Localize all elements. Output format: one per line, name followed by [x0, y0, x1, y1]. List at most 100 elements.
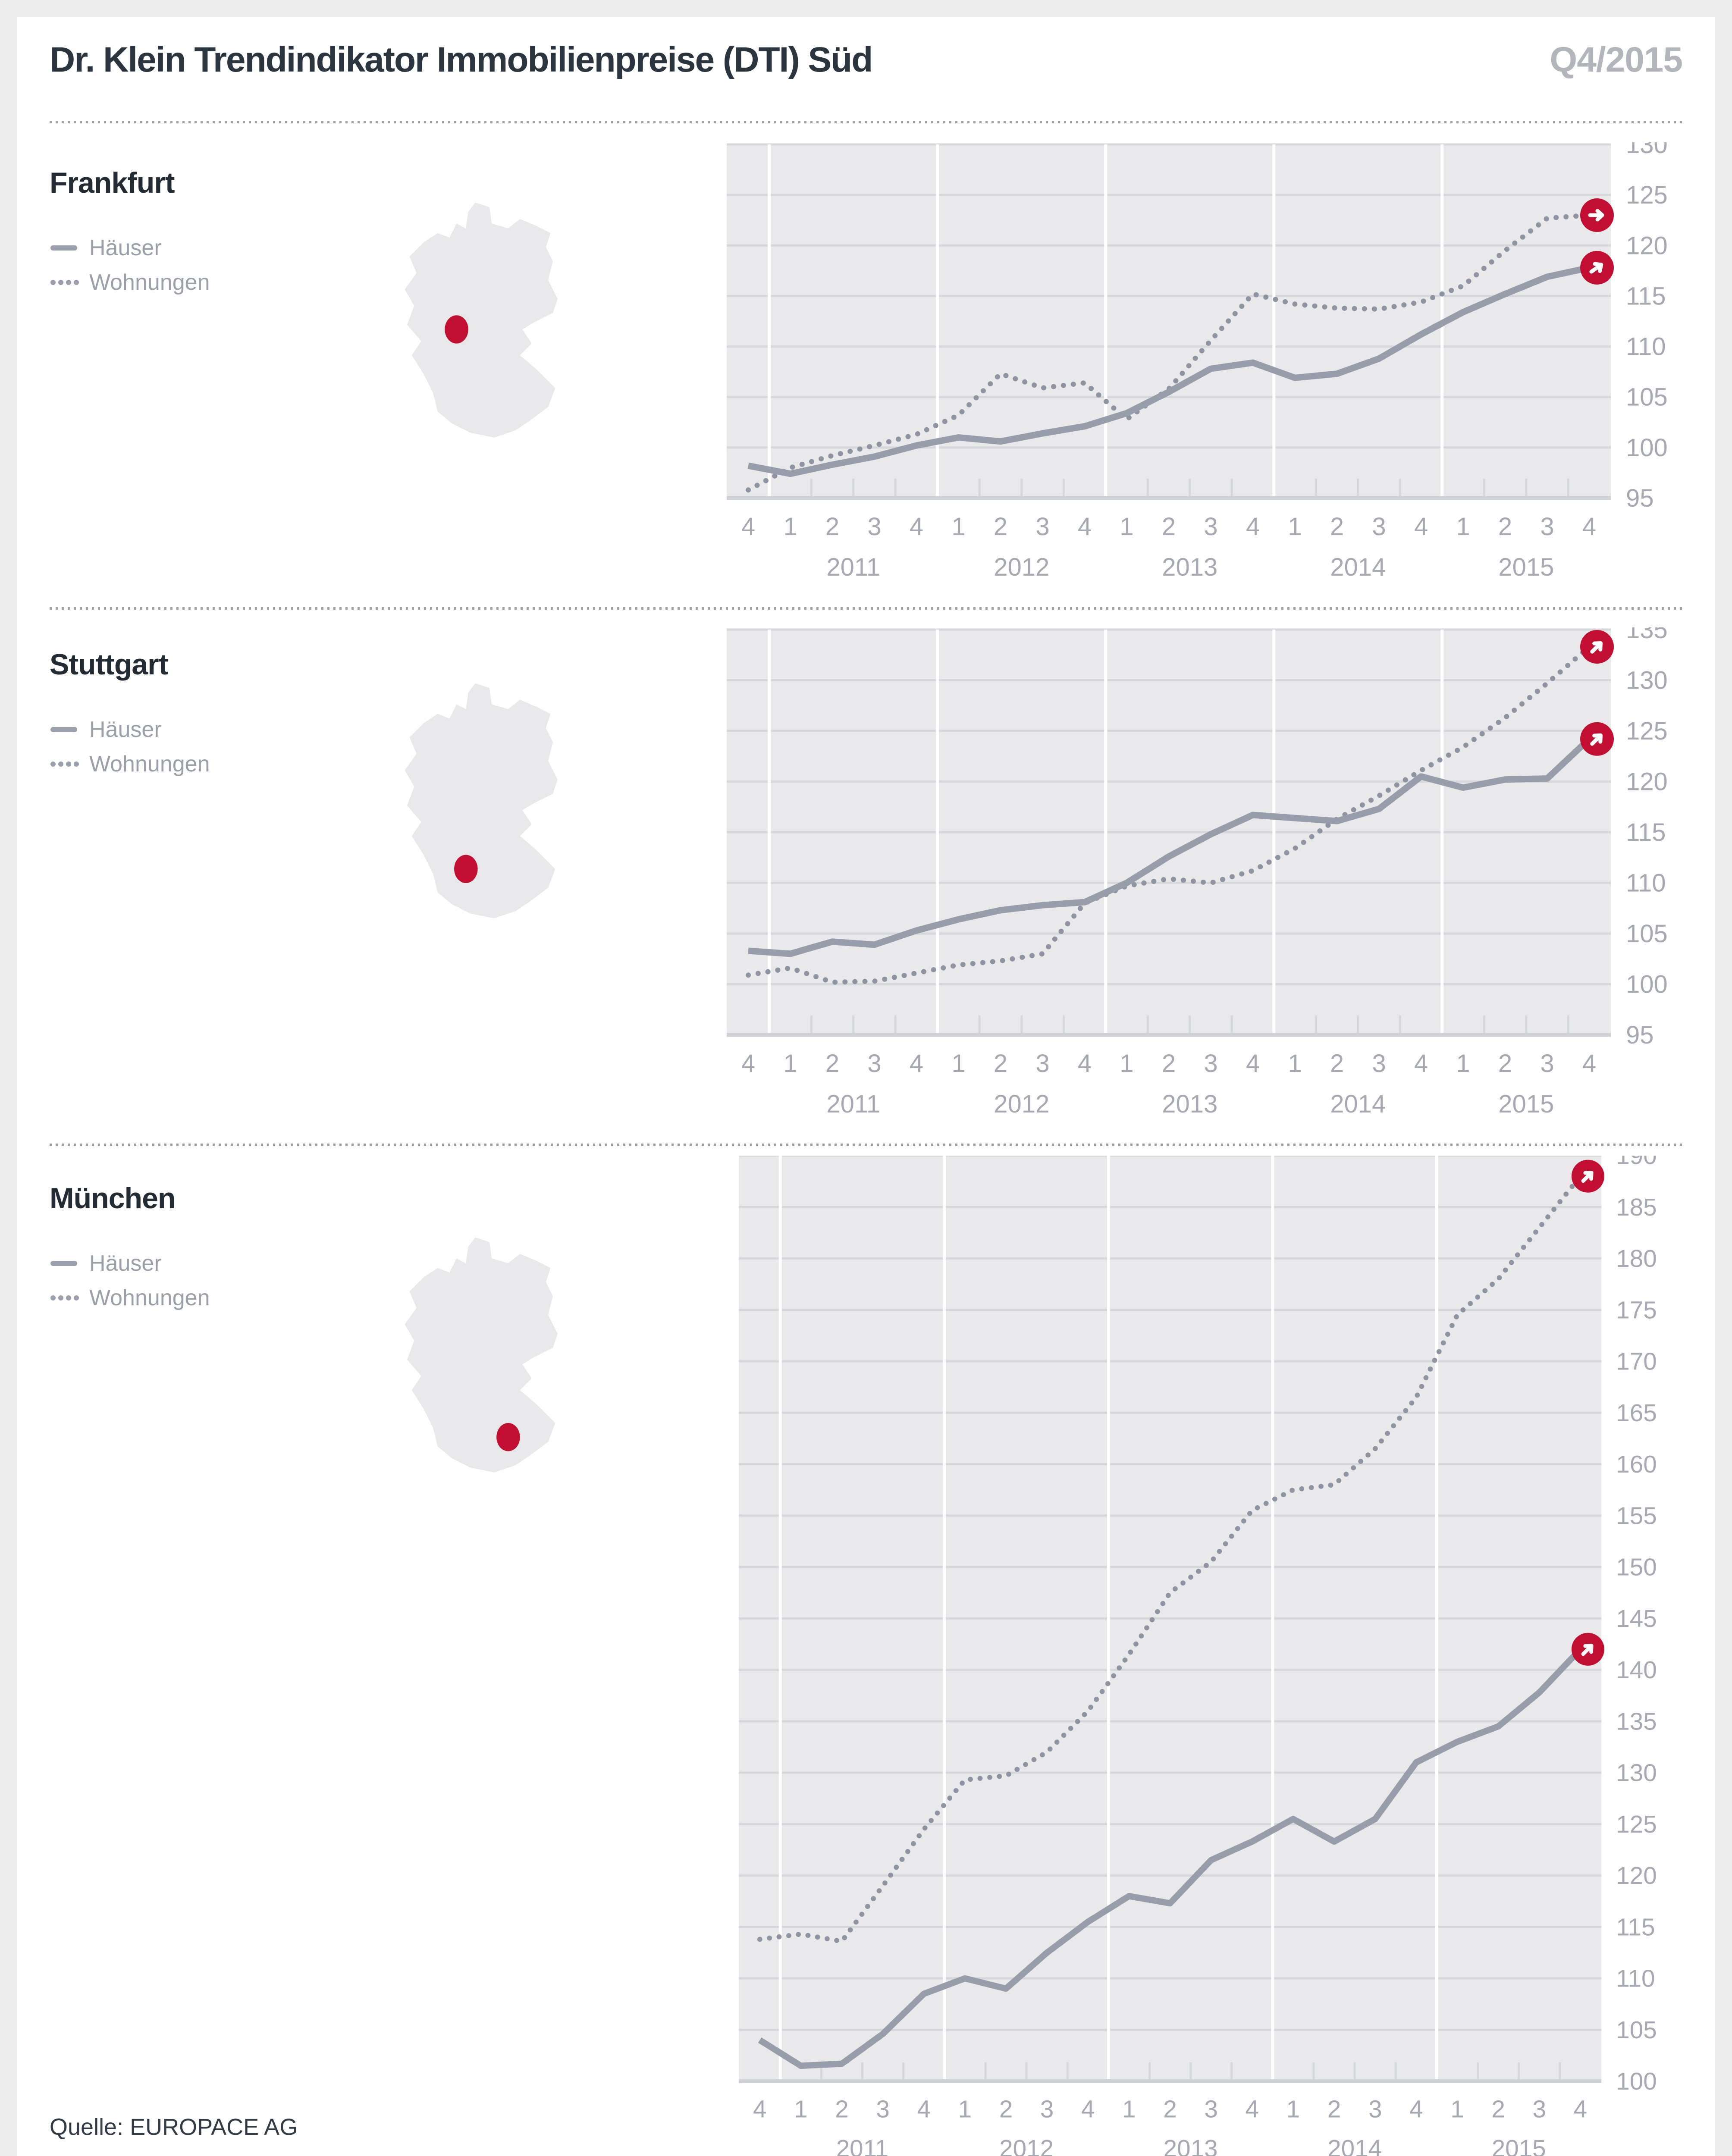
svg-text:170: 170 [1616, 1348, 1657, 1375]
svg-text:2014: 2014 [1330, 553, 1386, 581]
svg-text:1: 1 [783, 513, 797, 541]
svg-text:175: 175 [1616, 1296, 1657, 1323]
city-marker [454, 855, 478, 883]
svg-text:4: 4 [1409, 2095, 1423, 2122]
page-title: Dr. Klein Trendindikator Immobilienpreis… [50, 40, 873, 79]
svg-text:4: 4 [910, 1050, 923, 1078]
wohnungen-line-icon [50, 761, 79, 767]
germany-map-stuttgart [405, 683, 558, 918]
svg-text:4: 4 [753, 2095, 766, 2122]
svg-text:2: 2 [1163, 2095, 1177, 2122]
source-note: Quelle: EUROPACE AG [50, 2114, 298, 2140]
svg-text:2011: 2011 [826, 553, 880, 581]
svg-text:135: 135 [1626, 627, 1668, 644]
svg-text:100: 100 [1626, 434, 1668, 462]
svg-text:105: 105 [1626, 383, 1668, 411]
svg-text:130: 130 [1616, 1759, 1657, 1786]
hauser-line-icon [50, 245, 77, 251]
svg-text:2013: 2013 [1162, 1090, 1217, 1118]
svg-text:95: 95 [1626, 1021, 1654, 1049]
svg-text:115: 115 [1626, 818, 1666, 846]
svg-text:110: 110 [1626, 333, 1666, 361]
svg-text:1: 1 [958, 2095, 972, 2122]
svg-text:2012: 2012 [994, 1090, 1049, 1118]
svg-text:2: 2 [835, 2095, 848, 2122]
svg-text:1: 1 [783, 1050, 797, 1078]
germany-map-frankfurt [405, 202, 558, 438]
svg-text:3: 3 [1040, 2095, 1054, 2122]
svg-text:1: 1 [1288, 1050, 1302, 1078]
svg-text:115: 115 [1616, 1913, 1655, 1940]
svg-text:130: 130 [1626, 667, 1668, 695]
wohnungen-line-icon [50, 280, 79, 285]
svg-text:4: 4 [1246, 513, 1260, 541]
svg-text:2012: 2012 [999, 2135, 1054, 2156]
svg-text:2015: 2015 [1492, 2135, 1546, 2156]
muenchen-chart: 100 105 110 115 120 125 130 135 140 145 150 155 160 1… [738, 1156, 1657, 2156]
hauser-line-icon [50, 727, 77, 732]
svg-text:110: 110 [1616, 1965, 1655, 1992]
svg-text:2: 2 [994, 513, 1007, 541]
svg-text:2011: 2011 [836, 2135, 889, 2156]
svg-text:2: 2 [1498, 1050, 1512, 1078]
svg-text:1: 1 [1456, 1050, 1470, 1078]
svg-text:110: 110 [1626, 869, 1666, 897]
svg-text:2013: 2013 [1164, 2135, 1218, 2156]
svg-text:145: 145 [1616, 1605, 1657, 1632]
svg-text:125: 125 [1626, 717, 1668, 745]
svg-text:120: 120 [1626, 232, 1668, 260]
svg-text:3: 3 [867, 1050, 881, 1078]
legend-label-wohnungen: Wohnungen [89, 1285, 210, 1310]
section-title-frankfurt: Frankfurt [50, 166, 175, 199]
svg-text:2: 2 [1330, 1050, 1344, 1078]
wohnungen-line-icon [50, 1295, 79, 1300]
legend-wohnungen-muenchen: Wohnungen [50, 1285, 210, 1311]
svg-text:4: 4 [741, 513, 755, 541]
svg-text:1: 1 [1450, 2095, 1464, 2122]
svg-text:2014: 2014 [1330, 1090, 1386, 1118]
legend-hauser-stuttgart: Häuser [50, 717, 162, 743]
legend-label-wohnungen: Wohnungen [89, 270, 210, 295]
svg-text:3: 3 [1540, 1050, 1554, 1078]
svg-text:3: 3 [1035, 513, 1049, 541]
svg-text:105: 105 [1626, 920, 1668, 948]
svg-text:2015: 2015 [1498, 1090, 1554, 1118]
svg-text:4: 4 [1081, 2095, 1095, 2122]
svg-text:1: 1 [1288, 513, 1302, 541]
legend-label-hauser: Häuser [89, 717, 162, 742]
svg-text:180: 180 [1616, 1245, 1657, 1272]
separator-2 [50, 1144, 1682, 1146]
svg-text:155: 155 [1616, 1502, 1657, 1529]
infographic-card: Dr. Klein Trendindikator Immobilienpreis… [17, 17, 1715, 2156]
svg-text:95: 95 [1626, 484, 1654, 512]
svg-text:4: 4 [1582, 1050, 1596, 1078]
legend-hauser-frankfurt: Häuser [50, 235, 162, 261]
svg-text:3: 3 [876, 2095, 889, 2122]
svg-text:4: 4 [1246, 2095, 1259, 2122]
svg-text:3: 3 [1540, 513, 1554, 541]
section-title-stuttgart: Stuttgart [50, 648, 168, 681]
svg-text:120: 120 [1626, 768, 1668, 796]
legend-label-hauser: Häuser [89, 1251, 162, 1276]
svg-text:2013: 2013 [1162, 553, 1217, 581]
svg-text:100: 100 [1626, 971, 1668, 999]
svg-text:120: 120 [1616, 1862, 1657, 1889]
hauser-line-icon [50, 1261, 77, 1266]
svg-text:2: 2 [1330, 513, 1344, 541]
trend-arrow [1580, 198, 1614, 232]
svg-text:115: 115 [1626, 282, 1666, 310]
city-marker [445, 315, 468, 344]
svg-text:1: 1 [1122, 2095, 1136, 2122]
svg-text:160: 160 [1616, 1451, 1657, 1478]
svg-text:4: 4 [910, 513, 923, 541]
svg-text:3: 3 [1372, 513, 1386, 541]
svg-text:2011: 2011 [826, 1090, 880, 1118]
legend-wohnungen-stuttgart: Wohnungen [50, 751, 210, 777]
legend-label-wohnungen: Wohnungen [89, 752, 210, 777]
svg-text:165: 165 [1616, 1399, 1657, 1426]
legend-wohnungen-frankfurt: Wohnungen [50, 270, 210, 295]
svg-text:125: 125 [1616, 1811, 1657, 1838]
svg-text:4: 4 [1078, 1050, 1092, 1078]
svg-text:130: 130 [1626, 142, 1668, 159]
